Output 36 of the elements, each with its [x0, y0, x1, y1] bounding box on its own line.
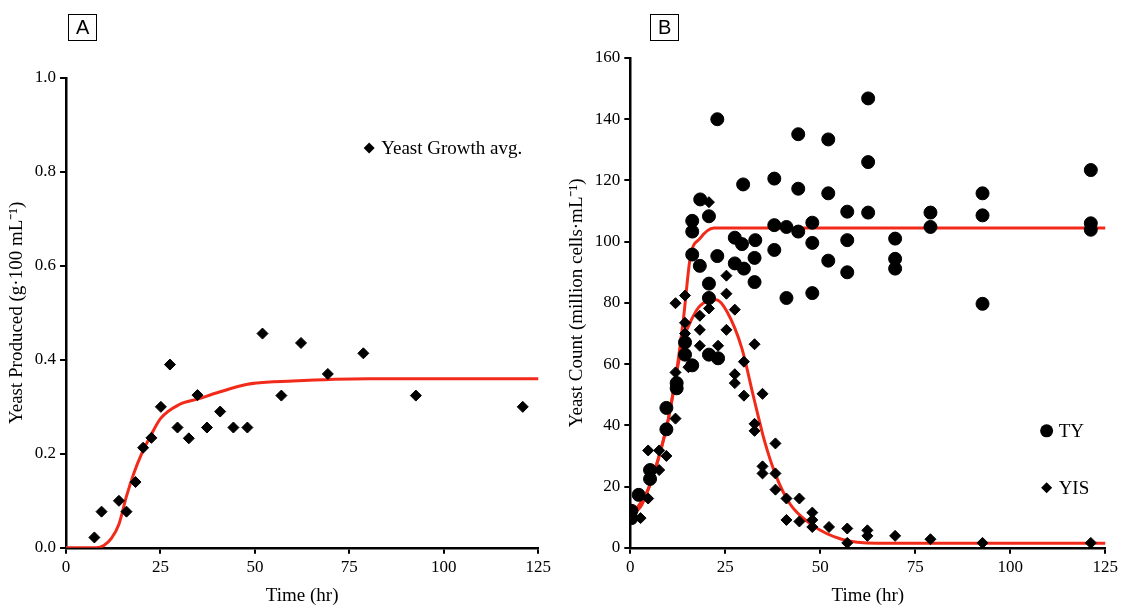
y-tick-label: 20: [603, 476, 621, 496]
y-tick-label: 0.6: [34, 255, 57, 275]
y-tick-label: 160: [594, 47, 621, 67]
x-tick-label: 125: [525, 557, 551, 577]
legend-label: Yeast Growth avg.: [381, 136, 523, 158]
x-tick-label: 75: [340, 557, 358, 577]
y-axis-title: Yeast Produced (g·100 mL⁻¹): [5, 201, 28, 425]
x-tick-label: 75: [906, 557, 924, 577]
y-axis-title: Yeast Count (million cells·mL⁻¹): [565, 178, 588, 428]
x-tick-label: 50: [246, 557, 264, 577]
legend-label: TY: [1058, 419, 1085, 441]
y-tick-label: 100: [594, 231, 621, 251]
chart-title: A: [68, 14, 98, 41]
y-tick-label: 40: [603, 414, 621, 434]
x-axis-title: Time (hr): [265, 583, 339, 606]
x-tick-label: 25: [716, 557, 734, 577]
y-tick-label: 0.4: [34, 349, 57, 369]
x-tick-label: 50: [811, 557, 829, 577]
y-tick-label: 0.0: [34, 537, 57, 557]
x-tick-label: 100: [997, 557, 1024, 577]
y-tick-label: 140: [594, 108, 621, 128]
y-tick-label: 1.0: [34, 67, 57, 87]
x-tick-label: 100: [431, 557, 457, 577]
y-tick-label: 0: [611, 537, 621, 557]
chart-title: B: [650, 14, 680, 41]
y-tick-label: 80: [603, 292, 621, 312]
y-tick-label: 0.2: [34, 443, 57, 463]
y-tick-label: 120: [594, 169, 621, 189]
x-tick-label: 125: [1092, 557, 1118, 577]
x-axis-title: Time (hr): [831, 583, 905, 606]
x-tick-label: 0: [61, 557, 71, 577]
y-tick-label: 0.8: [34, 161, 57, 181]
legend-label: YIS: [1058, 476, 1090, 498]
x-tick-label: 0: [626, 557, 635, 577]
x-tick-label: 25: [151, 557, 169, 577]
y-tick-label: 60: [603, 353, 621, 373]
